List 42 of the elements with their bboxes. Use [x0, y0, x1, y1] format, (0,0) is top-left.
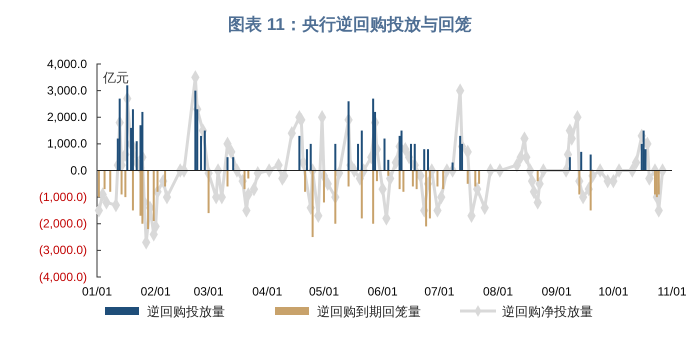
bar: [376, 170, 378, 182]
bar: [402, 170, 404, 192]
bar: [298, 136, 300, 170]
x-tick-label: 02/01: [140, 284, 171, 299]
bar: [398, 170, 401, 190]
bar: [334, 144, 336, 170]
y-tick-label: 2,000.0: [46, 110, 88, 124]
bar: [98, 170, 100, 198]
x-tick-label: 10/01: [598, 284, 629, 299]
bar: [226, 170, 229, 186]
y-tick-label: (3,000.0): [38, 243, 87, 258]
x-tick-label: 06/01: [368, 284, 398, 299]
y-axis-title: 亿元: [102, 70, 129, 85]
bar: [387, 170, 390, 176]
x-tick-label: 07/01: [424, 284, 455, 299]
x-tick-label: 03/01: [194, 284, 224, 299]
bar: [132, 170, 134, 210]
x-tick-label: 08/01: [482, 284, 514, 299]
bar: [372, 170, 374, 224]
chart-title: 图表 11：央行逆回购投放与回笼: [228, 15, 472, 34]
x-tick-label: 11/01: [657, 284, 687, 299]
legend-label: 逆回购到期回笼量: [317, 304, 421, 319]
bar: [226, 157, 229, 170]
x-tick-label: 01/01: [82, 284, 112, 299]
y-tick-label: 0.0: [70, 163, 88, 178]
bar: [580, 152, 582, 170]
bar: [436, 170, 438, 186]
x-tick-label: 09/01: [542, 284, 572, 299]
y-tick-label: (4,000.0): [38, 270, 87, 284]
y-tick-label: 4,000.0: [46, 56, 88, 71]
bar: [466, 170, 469, 184]
y-tick-label: (2,000.0): [38, 216, 87, 231]
y-tick-label: (1,000.0): [38, 190, 87, 204]
y-tick-label: 3,000.0: [46, 83, 88, 98]
bar: [132, 109, 134, 170]
x-tick-label: 04/01: [252, 284, 283, 299]
bar: [109, 170, 112, 192]
x-tick-label: 05/01: [308, 284, 340, 299]
legend-label: 逆回购净投放量: [502, 304, 593, 319]
legend-label: 逆回购投放量: [147, 304, 225, 319]
y-tick-label: 1,000.0: [46, 136, 88, 151]
bar: [384, 138, 386, 170]
